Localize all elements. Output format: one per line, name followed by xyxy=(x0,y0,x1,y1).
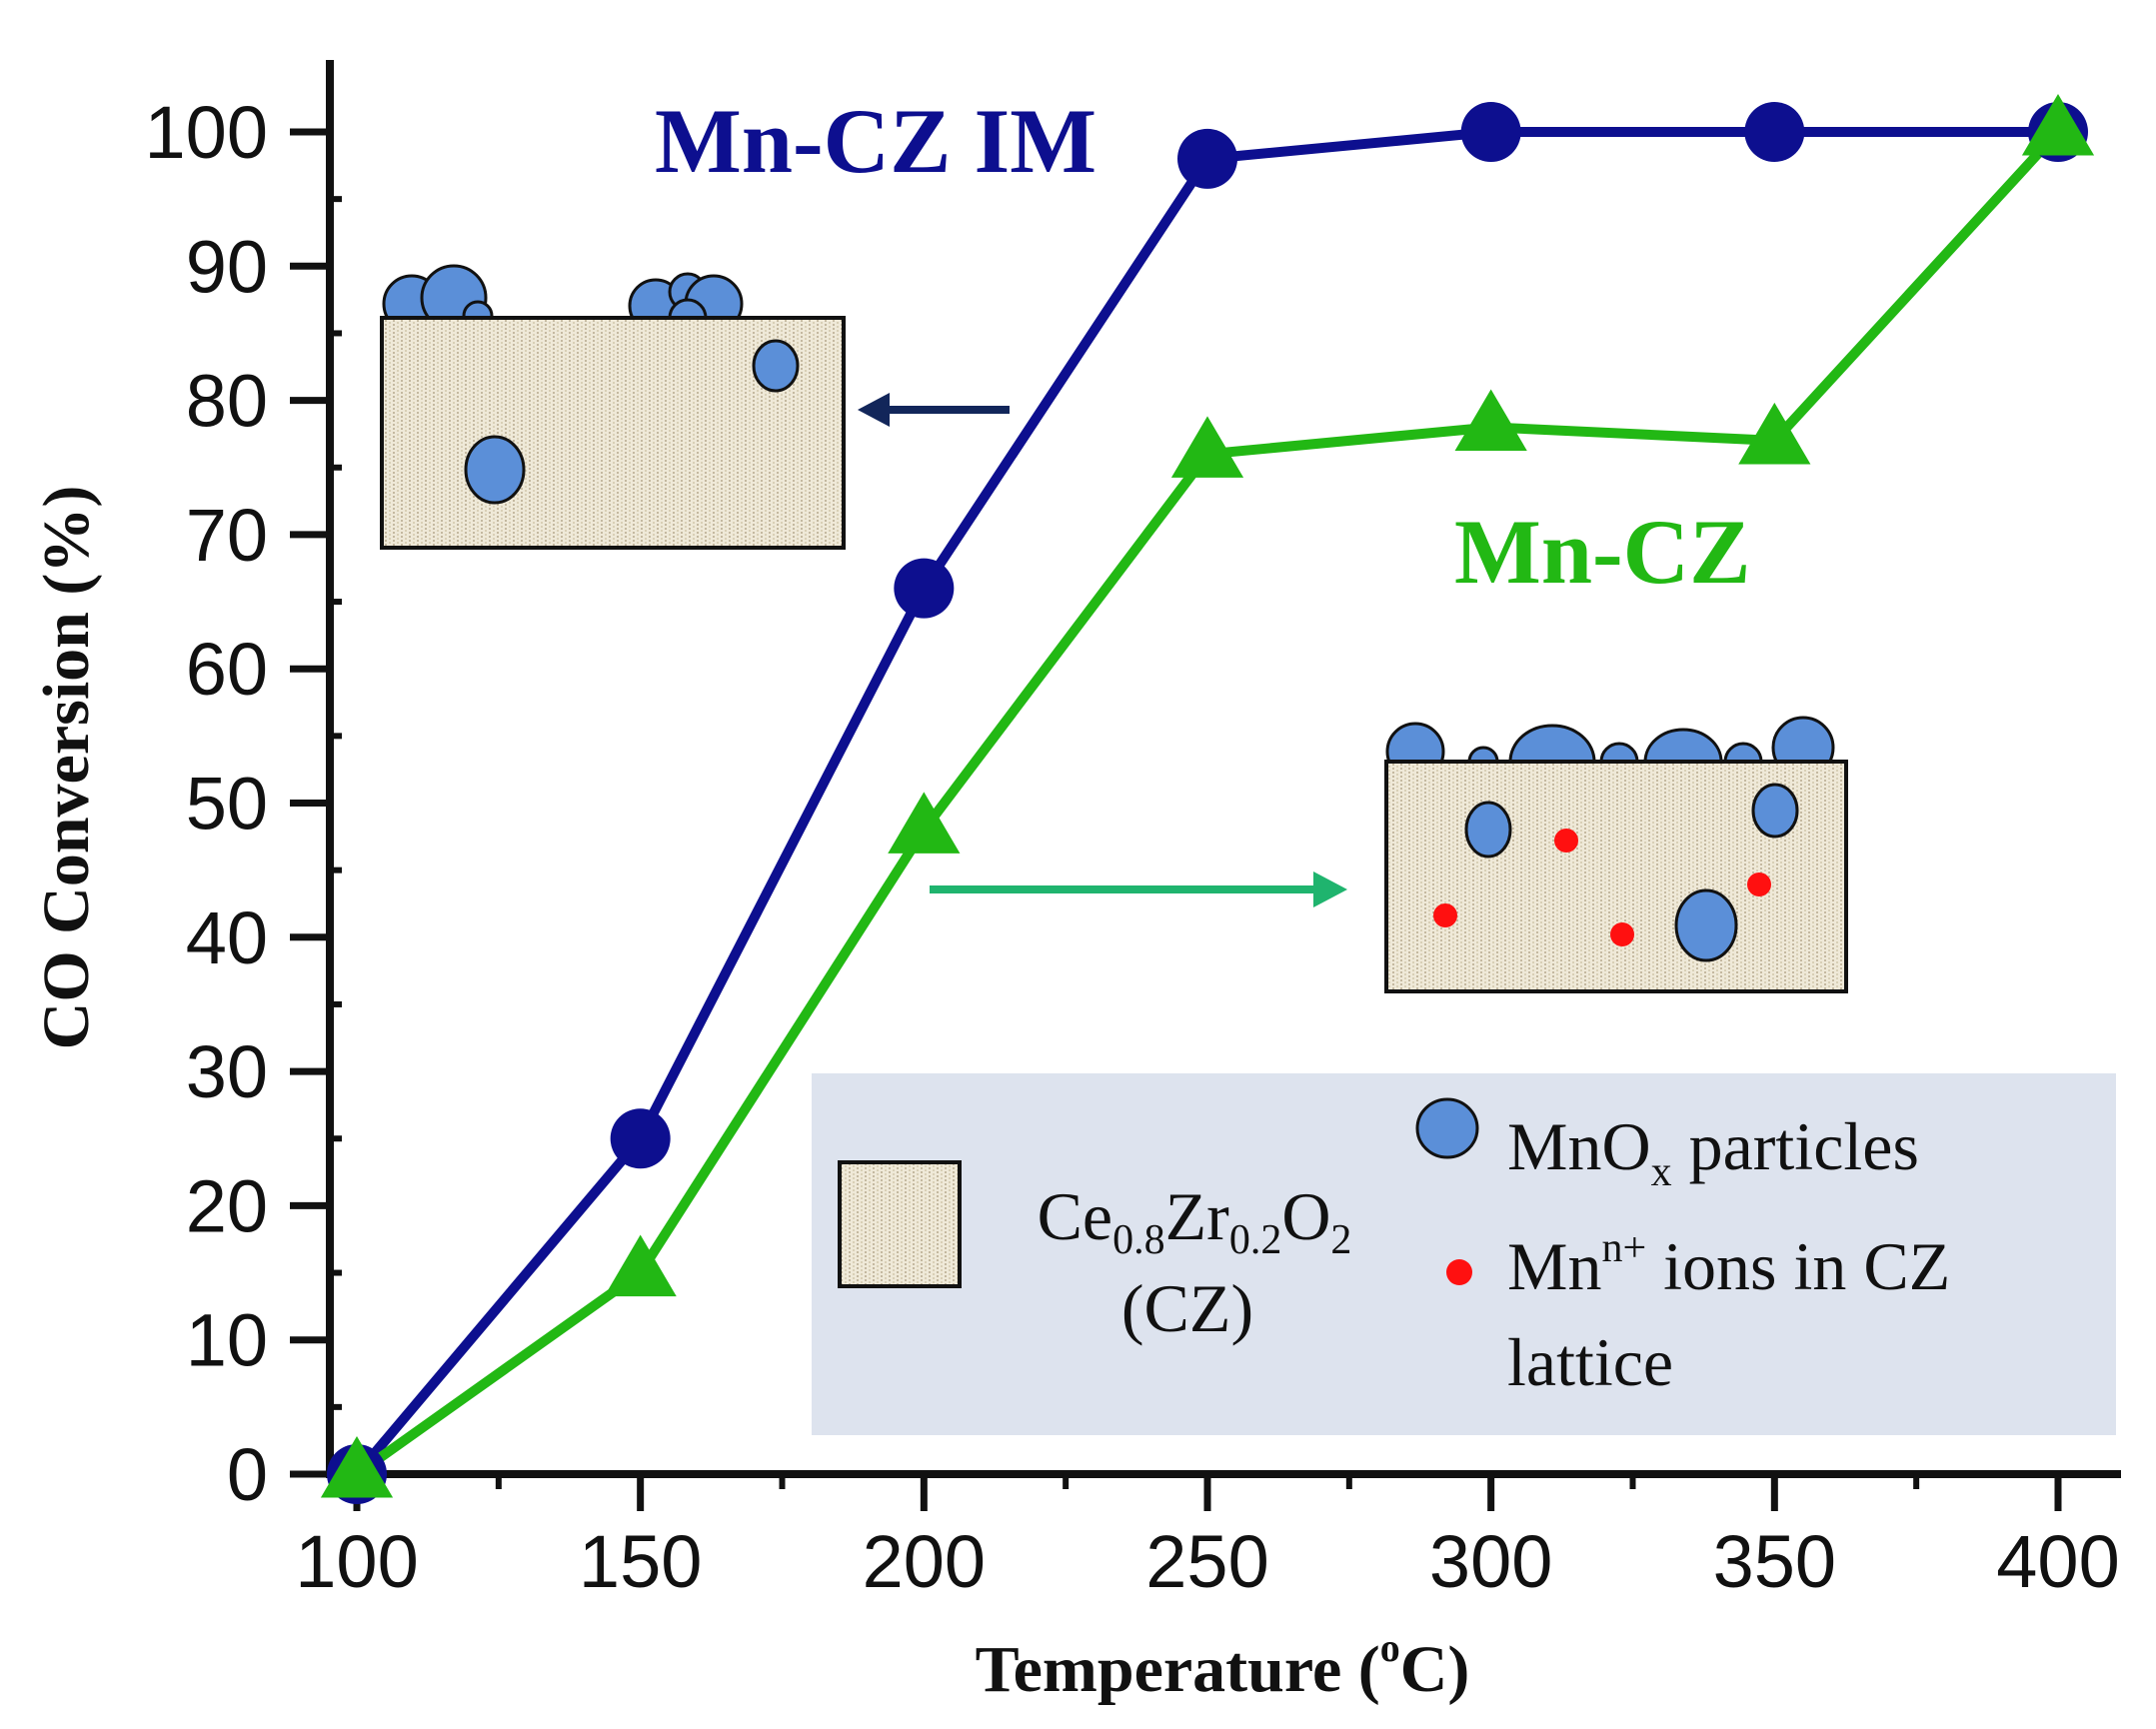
data-point-mn-cz xyxy=(320,1436,394,1498)
y-tick-label: 60 xyxy=(186,628,268,711)
x-axis-title-degree: o xyxy=(1380,1625,1400,1670)
series-label-mn-cz-im: Mn-CZ IM xyxy=(655,90,1096,192)
embedded-particle xyxy=(1751,783,1799,839)
data-point-mn-cz xyxy=(888,792,961,854)
data-point-mn-cz xyxy=(1738,402,1811,465)
x-tick-label: 400 xyxy=(1996,1520,2119,1603)
data-point-mn-cz xyxy=(1170,416,1244,478)
x-axis-ticks: 100 150 200 250 300 350 400 xyxy=(295,1474,2120,1603)
data-point-mn-cz xyxy=(1454,389,1527,452)
y-tick-label: 20 xyxy=(186,1164,268,1247)
x-tick-label: 300 xyxy=(1429,1520,1552,1603)
y-tick-label: 90 xyxy=(186,225,268,308)
legend-ions-label: Mnn+ ions in CZ xyxy=(1507,1225,1950,1304)
lattice-ion xyxy=(1747,872,1771,896)
data-point-mn-cz-im xyxy=(1744,102,1805,162)
y-axis-title: CO Conversion (%) xyxy=(30,486,103,1050)
x-tick-label: 250 xyxy=(1145,1520,1268,1603)
legend-support-swatch xyxy=(838,1160,962,1288)
legend-ions-label-line2: lattice xyxy=(1507,1324,1673,1400)
lattice-ion xyxy=(1554,829,1578,853)
embedded-particle xyxy=(752,339,800,393)
y-tick-label: 30 xyxy=(186,1030,268,1113)
y-tick-label: 70 xyxy=(186,494,268,577)
legend: Ce0.8Zr0.2O2 (CZ) MnOx particles Mnn+ io… xyxy=(838,1097,1950,1400)
x-axis-title: Temperature (oC) xyxy=(976,1625,1470,1706)
legend-support-label: Ce0.8Zr0.2O2 xyxy=(1038,1178,1352,1263)
x-tick-label: 200 xyxy=(863,1520,986,1603)
data-point-mn-cz-im xyxy=(1177,128,1237,189)
embedded-particle xyxy=(464,435,526,505)
series-layer xyxy=(320,94,2095,1504)
arrow-to-im-schematic xyxy=(858,393,1010,427)
y-tick-label: 10 xyxy=(186,1299,268,1382)
data-point-mn-cz-im xyxy=(1460,102,1521,162)
data-point-mn-cz xyxy=(2021,94,2095,156)
x-tick-label: 100 xyxy=(295,1520,418,1603)
data-point-mn-cz xyxy=(604,1234,677,1297)
lattice-ion xyxy=(1433,903,1457,927)
embedded-particle xyxy=(1674,888,1738,962)
x-axis-title-main: Temperature ( xyxy=(976,1633,1380,1706)
arrow-to-mn-cz-schematic xyxy=(930,871,1347,907)
schematic-mn-cz-im xyxy=(380,264,846,550)
legend-ion-marker xyxy=(1446,1259,1472,1285)
y-tick-label: 40 xyxy=(186,896,268,979)
legend-particles-label: MnOx particles xyxy=(1507,1108,1919,1195)
schematic-mn-cz xyxy=(1384,716,1848,993)
data-point-mn-cz-im xyxy=(894,558,955,619)
data-point-mn-cz-im xyxy=(610,1108,671,1169)
series-label-mn-cz: Mn-CZ xyxy=(1454,501,1750,603)
embedded-particle xyxy=(1464,801,1512,859)
y-tick-label: 100 xyxy=(145,91,268,174)
y-tick-label: 50 xyxy=(186,763,268,846)
x-tick-label: 150 xyxy=(579,1520,702,1603)
legend-particle-marker xyxy=(1415,1097,1479,1159)
y-tick-label: 80 xyxy=(186,360,268,443)
x-axis-title-unit: C) xyxy=(1400,1633,1470,1706)
y-axis-ticks: 0 10 20 30 40 50 60 70 80 90 100 xyxy=(145,91,342,1516)
lattice-ion xyxy=(1610,922,1634,946)
legend-support-abbr: (CZ) xyxy=(1121,1270,1253,1346)
y-tick-label: 0 xyxy=(227,1433,268,1516)
x-tick-label: 350 xyxy=(1713,1520,1836,1603)
